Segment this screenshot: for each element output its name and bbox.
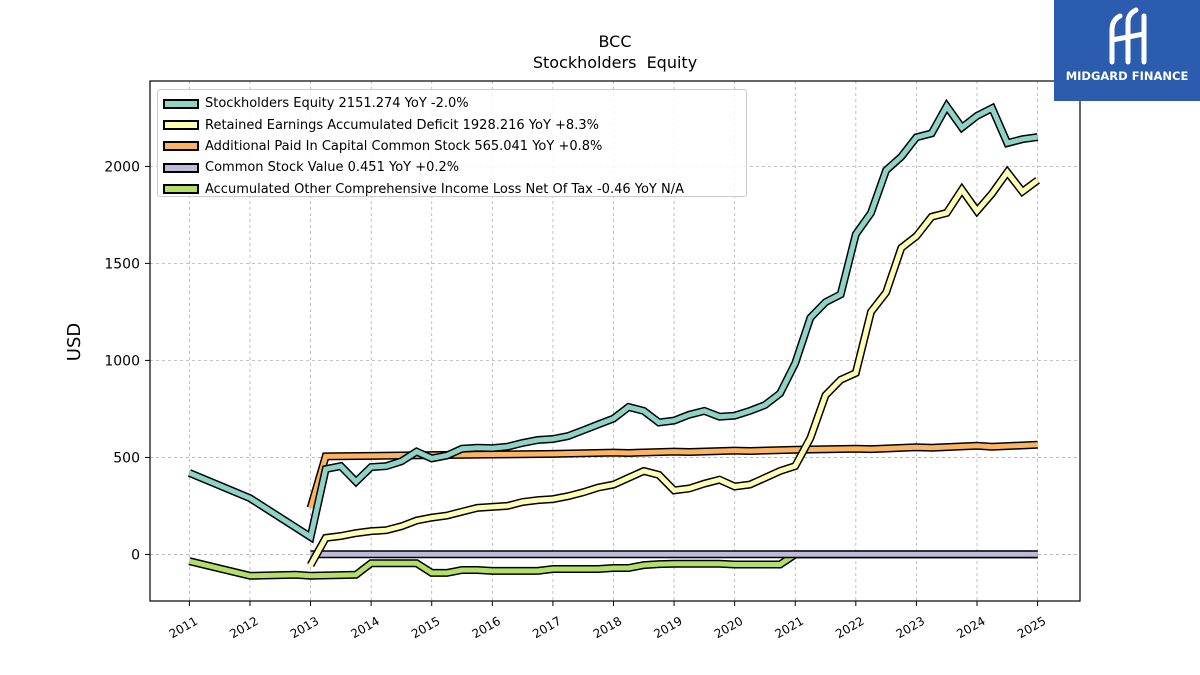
- x-tick-label: 2017: [530, 614, 563, 641]
- y-axis-label: USD: [64, 323, 85, 361]
- x-tick-label: 2014: [348, 614, 381, 641]
- x-tick-label: 2019: [651, 614, 684, 641]
- x-tick-label: 2012: [227, 614, 260, 641]
- y-tick-label: 2000: [104, 159, 140, 175]
- chart-title: BCC: [598, 32, 631, 51]
- brand-mark-icon: [1109, 7, 1147, 65]
- x-tick-label: 2011: [167, 614, 200, 641]
- x-tick-label: 2024: [954, 614, 987, 641]
- brand-name: MIDGARD FINANCE: [1065, 69, 1189, 83]
- legend-label: Additional Paid In Capital Common Stock …: [205, 138, 603, 154]
- plot-frame: [149, 80, 1081, 602]
- y-tick-label: 0: [131, 547, 140, 563]
- series-layer: [187, 98, 1040, 580]
- x-tick-label: 2020: [712, 614, 745, 641]
- legend-swatch: [163, 184, 199, 195]
- legend-swatch: [163, 141, 199, 152]
- legend: Stockholders Equity 2151.274 YoY -2.0% R…: [157, 89, 747, 197]
- series-stroke: [308, 168, 1040, 567]
- legend-swatch: [163, 120, 199, 131]
- x-tick-label: 2013: [288, 614, 321, 641]
- legend-swatch: [163, 98, 199, 109]
- legend-item: Additional Paid In Capital Common Stock …: [158, 136, 746, 157]
- legend-label: Stockholders Equity 2151.274 YoY -2.0%: [205, 96, 469, 112]
- series-line: [307, 165, 1040, 568]
- x-tick-label: 2016: [470, 614, 503, 641]
- legend-label: Accumulated Other Comprehensive Income L…: [205, 181, 684, 197]
- legend-item: Accumulated Other Comprehensive Income L…: [158, 179, 746, 200]
- legend-label: Common Stock Value 0.451 YoY +0.2%: [205, 160, 460, 176]
- x-tick-label: 2015: [409, 614, 442, 641]
- x-tick-label: 2021: [773, 614, 806, 641]
- legend-label: Retained Earnings Accumulated Deficit 19…: [205, 117, 599, 133]
- y-tick-label: 500: [113, 450, 140, 466]
- y-tick-label: 1500: [104, 256, 140, 272]
- x-tick-label: 2018: [591, 614, 624, 641]
- x-tick-label: 2023: [894, 614, 927, 641]
- series-stroke: [188, 101, 1038, 542]
- brand-logo: MIDGARD FINANCE: [1054, 0, 1200, 101]
- legend-item: Common Stock Value 0.451 YoY +0.2%: [158, 157, 746, 178]
- y-tick-label: 1000: [104, 353, 140, 369]
- legend-item: Retained Earnings Accumulated Deficit 19…: [158, 114, 746, 135]
- legend-swatch: [163, 162, 199, 173]
- series-stroke: [188, 551, 1038, 579]
- x-tick-label: 2022: [833, 614, 866, 641]
- series-line: [188, 550, 1038, 580]
- x-tick-label: 2025: [1015, 614, 1048, 641]
- chart-subtitle: Stockholders Equity: [533, 53, 697, 72]
- series-line: [187, 98, 1039, 544]
- legend-item: Stockholders Equity 2151.274 YoY -2.0%: [158, 93, 746, 114]
